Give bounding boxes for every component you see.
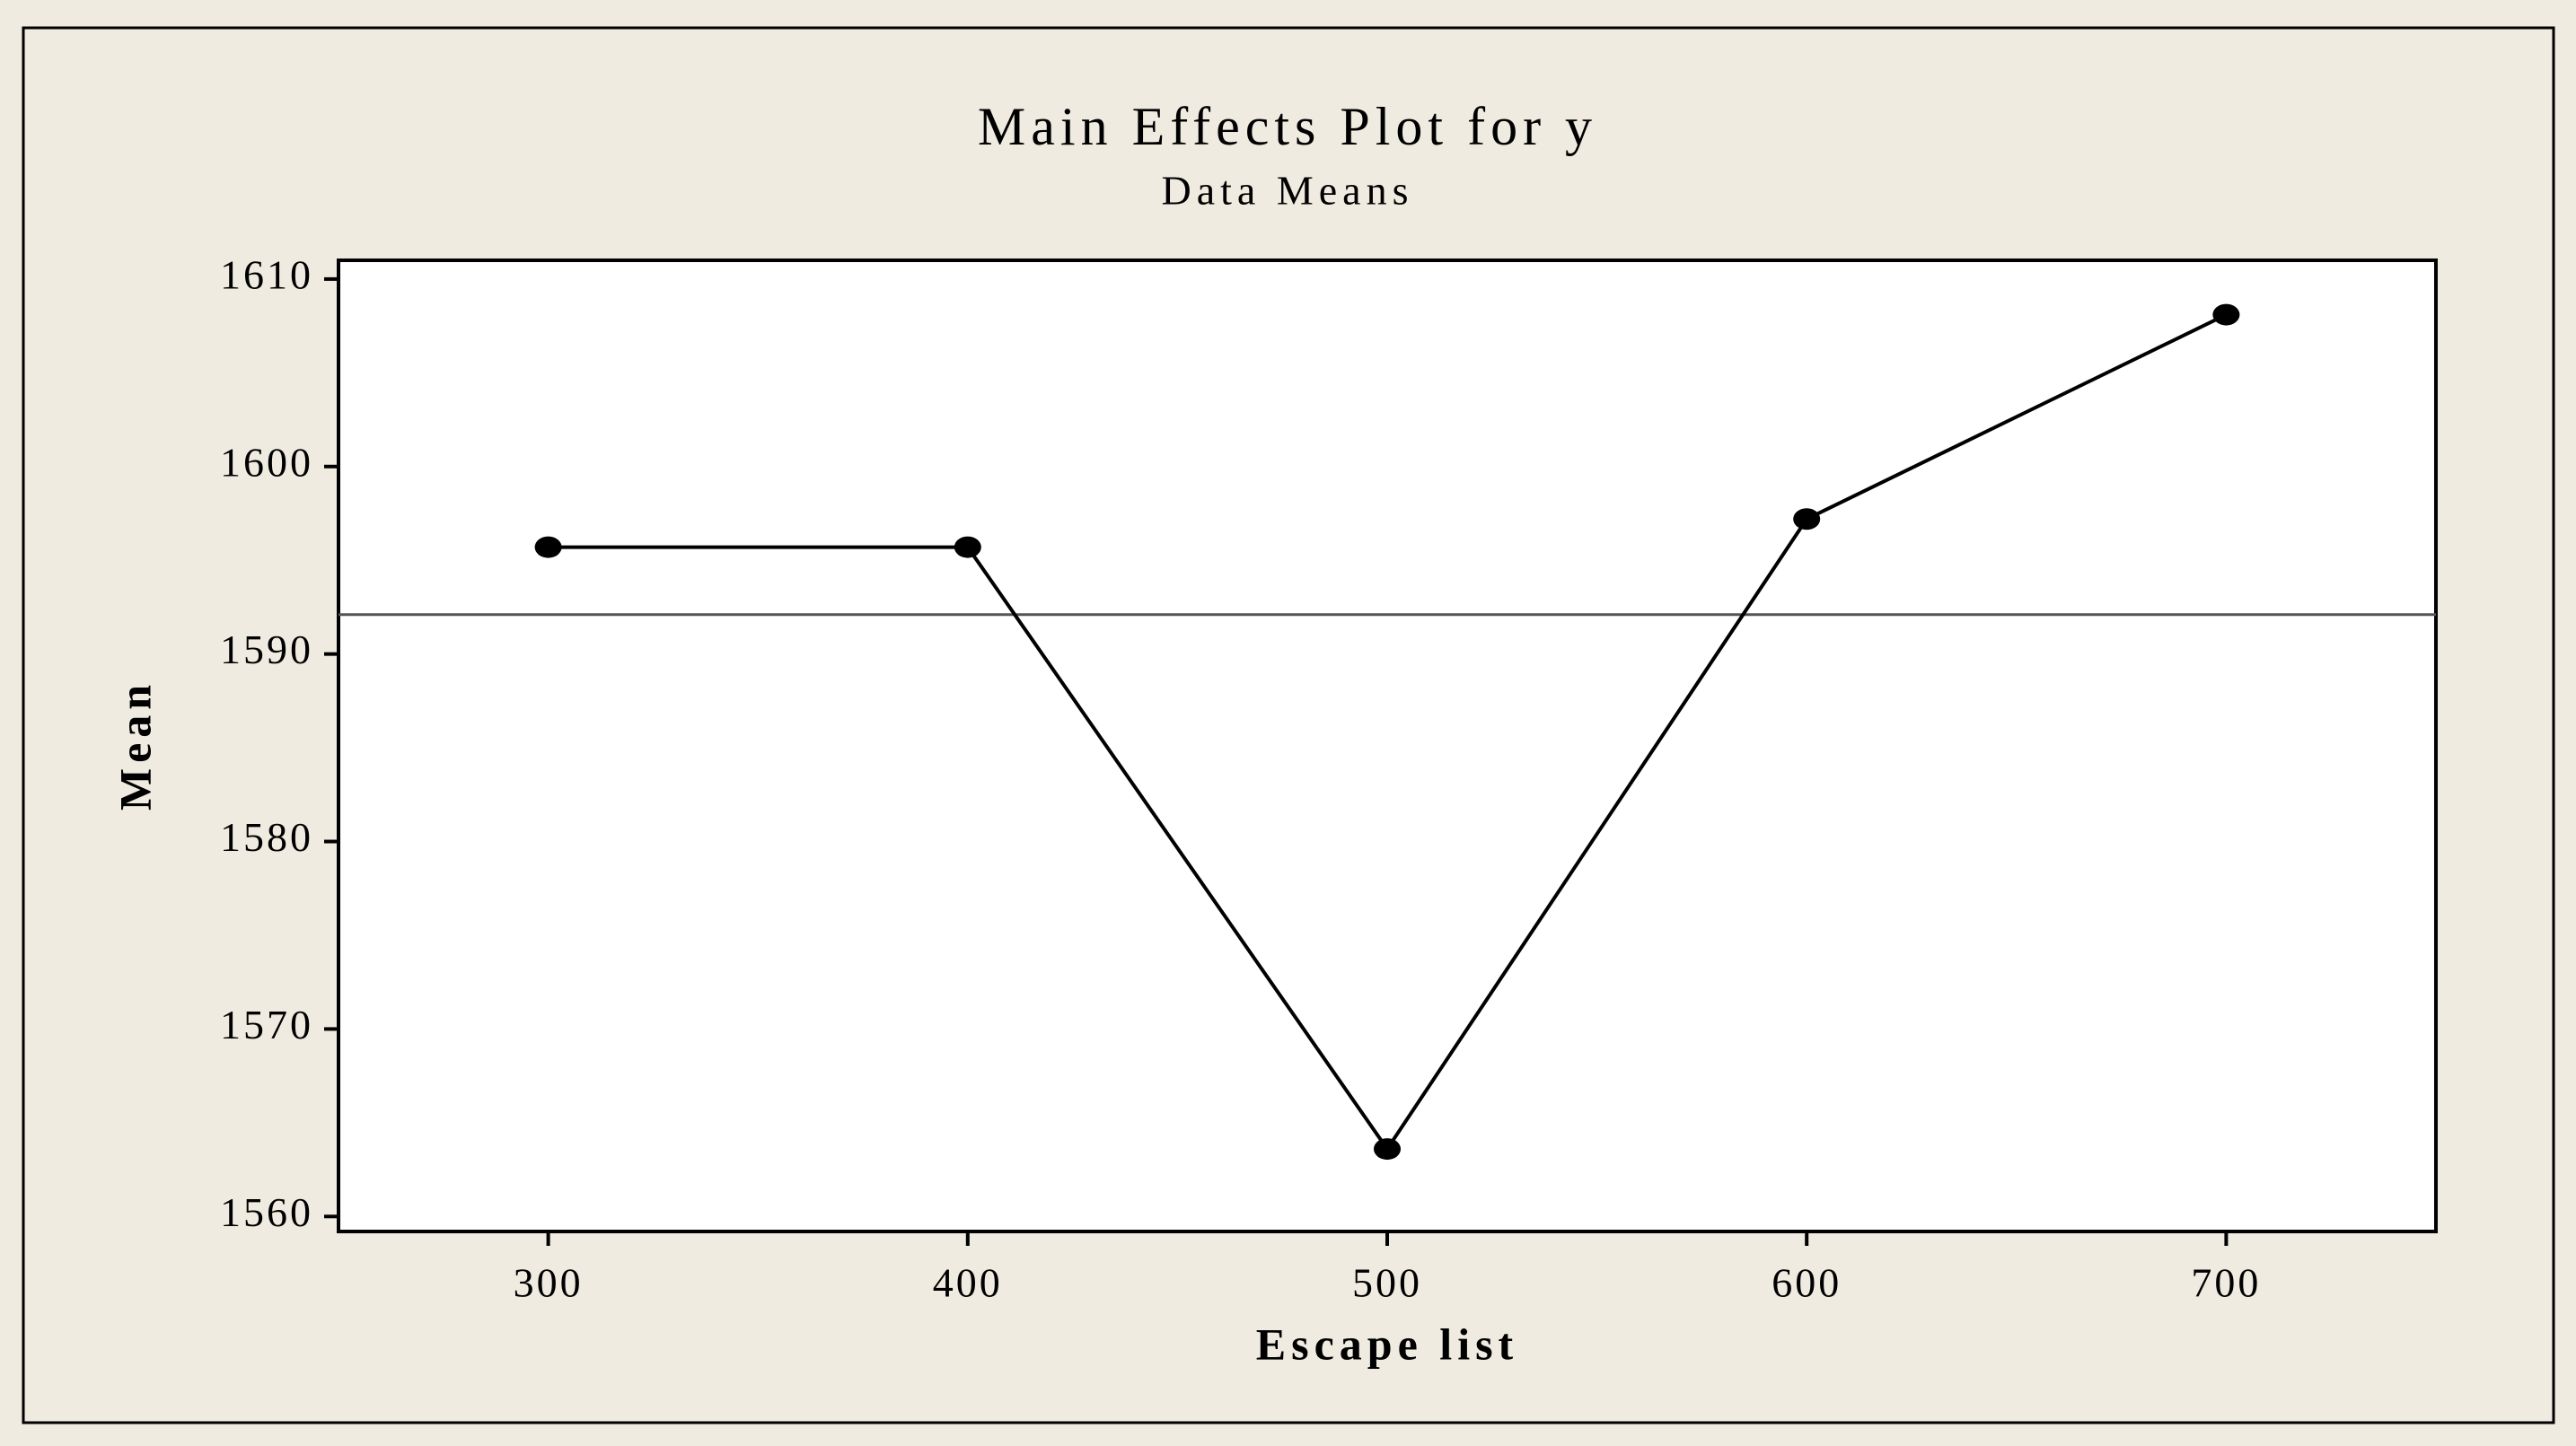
x-tick-label: 600 [1772,1260,1842,1306]
x-axis-label: Escape list [1256,1319,1518,1369]
y-tick-label: 1590 [220,627,313,672]
outer-border [22,26,2555,1424]
plot-area [337,259,2438,1233]
data-point [954,536,981,558]
chart-title: Main Effects Plot for y [978,97,1597,156]
x-tick-label: 300 [514,1260,584,1306]
y-tick-label: 1600 [220,439,313,485]
data-point [1374,1138,1401,1161]
data-point [534,536,562,558]
data-point [1793,508,1821,530]
x-tick-label: 500 [1352,1260,1422,1306]
y-axis-label: Mean [110,679,160,811]
data-point [2212,303,2240,326]
y-tick-label: 1570 [220,1002,313,1047]
chart-subtitle: Data Means [1162,168,1414,214]
y-tick-label: 1560 [220,1189,313,1235]
y-tick-label: 1580 [220,814,313,860]
x-tick-label: 700 [2191,1260,2261,1306]
y-tick-label: 1610 [220,251,313,297]
x-tick-label: 400 [933,1260,1003,1306]
